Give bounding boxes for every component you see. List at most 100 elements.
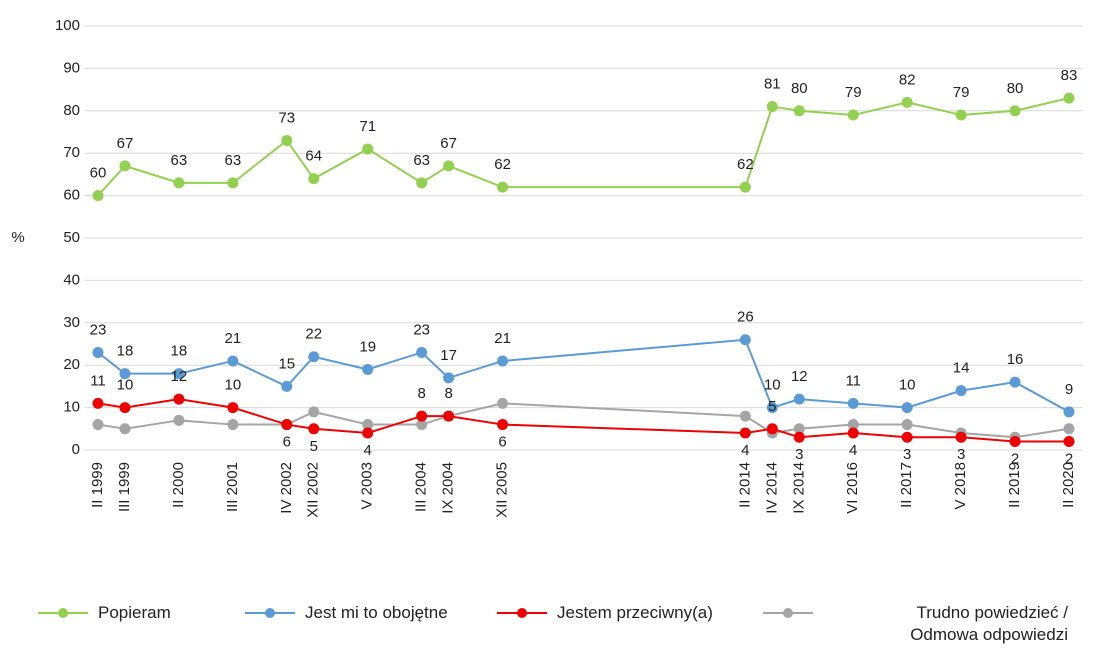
- data-label: 82: [899, 71, 916, 88]
- data-label: 22: [305, 326, 322, 343]
- data-label: 18: [117, 343, 134, 360]
- legend-swatch: [497, 603, 547, 623]
- legend-swatch: [763, 603, 813, 623]
- data-point: [362, 363, 374, 375]
- legend-item: Trudno powiedzieć / Odmowa odpowiedzi: [763, 603, 1068, 646]
- data-label: 21: [225, 330, 242, 347]
- y-tick-label: 30: [63, 314, 80, 331]
- x-tick-label: IX 2004: [440, 462, 457, 514]
- data-point: [281, 134, 293, 146]
- data-label: 23: [90, 321, 107, 338]
- data-label: 23: [413, 321, 430, 338]
- x-tick-label: V 2003: [359, 462, 376, 510]
- data-point: [497, 397, 509, 409]
- x-tick-label: II 2000: [170, 462, 187, 508]
- legend-item: Jest mi to obojętne: [245, 603, 448, 623]
- y-tick-label: 90: [63, 59, 80, 76]
- data-point: [443, 410, 455, 422]
- data-point: [173, 368, 185, 380]
- data-label: 19: [359, 338, 376, 355]
- data-point: [1063, 423, 1075, 435]
- legend-item: Popieram: [38, 603, 171, 623]
- data-label: 4: [741, 442, 749, 459]
- data-label: 8: [444, 385, 452, 402]
- data-label: 83: [1061, 67, 1078, 84]
- y-tick-label: 0: [72, 441, 80, 458]
- data-label: 21: [494, 330, 511, 347]
- data-label: 2: [1065, 450, 1073, 467]
- data-label: 14: [953, 360, 970, 377]
- data-point: [955, 431, 967, 443]
- x-tick-label: XII 2005: [494, 462, 511, 518]
- data-label: 17: [440, 347, 457, 364]
- data-point: [308, 406, 320, 418]
- data-label: 4: [849, 442, 857, 459]
- data-point: [739, 181, 751, 193]
- y-tick-label: 50: [63, 229, 80, 246]
- data-label: 11: [845, 372, 861, 389]
- x-tick-label: II 2017: [898, 462, 915, 508]
- data-label: 6: [283, 434, 291, 451]
- data-point: [416, 419, 428, 431]
- data-point: [901, 419, 913, 431]
- legend-swatch: [38, 603, 88, 623]
- data-point: [793, 105, 805, 117]
- data-point: [362, 143, 374, 155]
- data-label: 10: [764, 377, 781, 394]
- data-point: [847, 419, 859, 431]
- data-point: [955, 109, 967, 121]
- data-point: [793, 423, 805, 435]
- y-tick-label: 10: [63, 399, 80, 416]
- data-point: [766, 423, 778, 435]
- data-point: [416, 346, 428, 358]
- legend-label: Popieram: [98, 603, 171, 622]
- data-point: [766, 402, 778, 414]
- data-point: [1063, 406, 1075, 418]
- series-line: [97, 402, 1070, 439]
- data-point: [173, 177, 185, 189]
- data-point: [847, 397, 859, 409]
- data-label: 79: [845, 84, 862, 101]
- series-line: [97, 398, 1070, 443]
- data-label: 79: [953, 84, 970, 101]
- data-point: [766, 101, 778, 113]
- data-label: 10: [117, 377, 134, 394]
- data-point: [1063, 436, 1075, 448]
- x-tick-label: III 2001: [224, 462, 241, 512]
- data-point: [227, 177, 239, 189]
- data-label: 67: [117, 135, 134, 152]
- x-tick-label: II 2019: [1006, 462, 1023, 508]
- data-point: [739, 334, 751, 346]
- data-label: 71: [359, 118, 376, 135]
- data-label: 2: [1011, 450, 1019, 467]
- data-point: [497, 355, 509, 367]
- data-label: 6: [498, 434, 506, 451]
- data-point: [308, 423, 320, 435]
- data-label: 11: [90, 372, 106, 389]
- x-tick-label: II 1999: [89, 462, 106, 508]
- data-point: [1009, 436, 1021, 448]
- y-tick-label: 20: [63, 356, 80, 373]
- data-label: 18: [171, 343, 188, 360]
- x-tick-label: III 2004: [413, 462, 430, 512]
- data-point: [847, 109, 859, 121]
- data-label: 73: [278, 109, 295, 126]
- data-point: [227, 355, 239, 367]
- data-label: 8: [417, 385, 425, 402]
- legend-item: Jestem przeciwny(a): [497, 603, 713, 623]
- data-label: 5: [768, 398, 776, 415]
- data-label: 62: [494, 156, 511, 173]
- data-label: 26: [737, 309, 754, 326]
- y-axis-label: %: [11, 229, 24, 246]
- data-label: 67: [440, 135, 457, 152]
- y-tick-label: 80: [63, 102, 80, 119]
- data-label: 9: [1065, 381, 1073, 398]
- data-label: 5: [310, 438, 318, 455]
- data-label: 63: [225, 152, 242, 169]
- legend-label: Jest mi to obojętne: [305, 603, 448, 622]
- x-tick-label: XII 2002: [305, 462, 322, 518]
- series-line: [97, 97, 1070, 197]
- data-point: [1009, 105, 1021, 117]
- data-point: [793, 393, 805, 405]
